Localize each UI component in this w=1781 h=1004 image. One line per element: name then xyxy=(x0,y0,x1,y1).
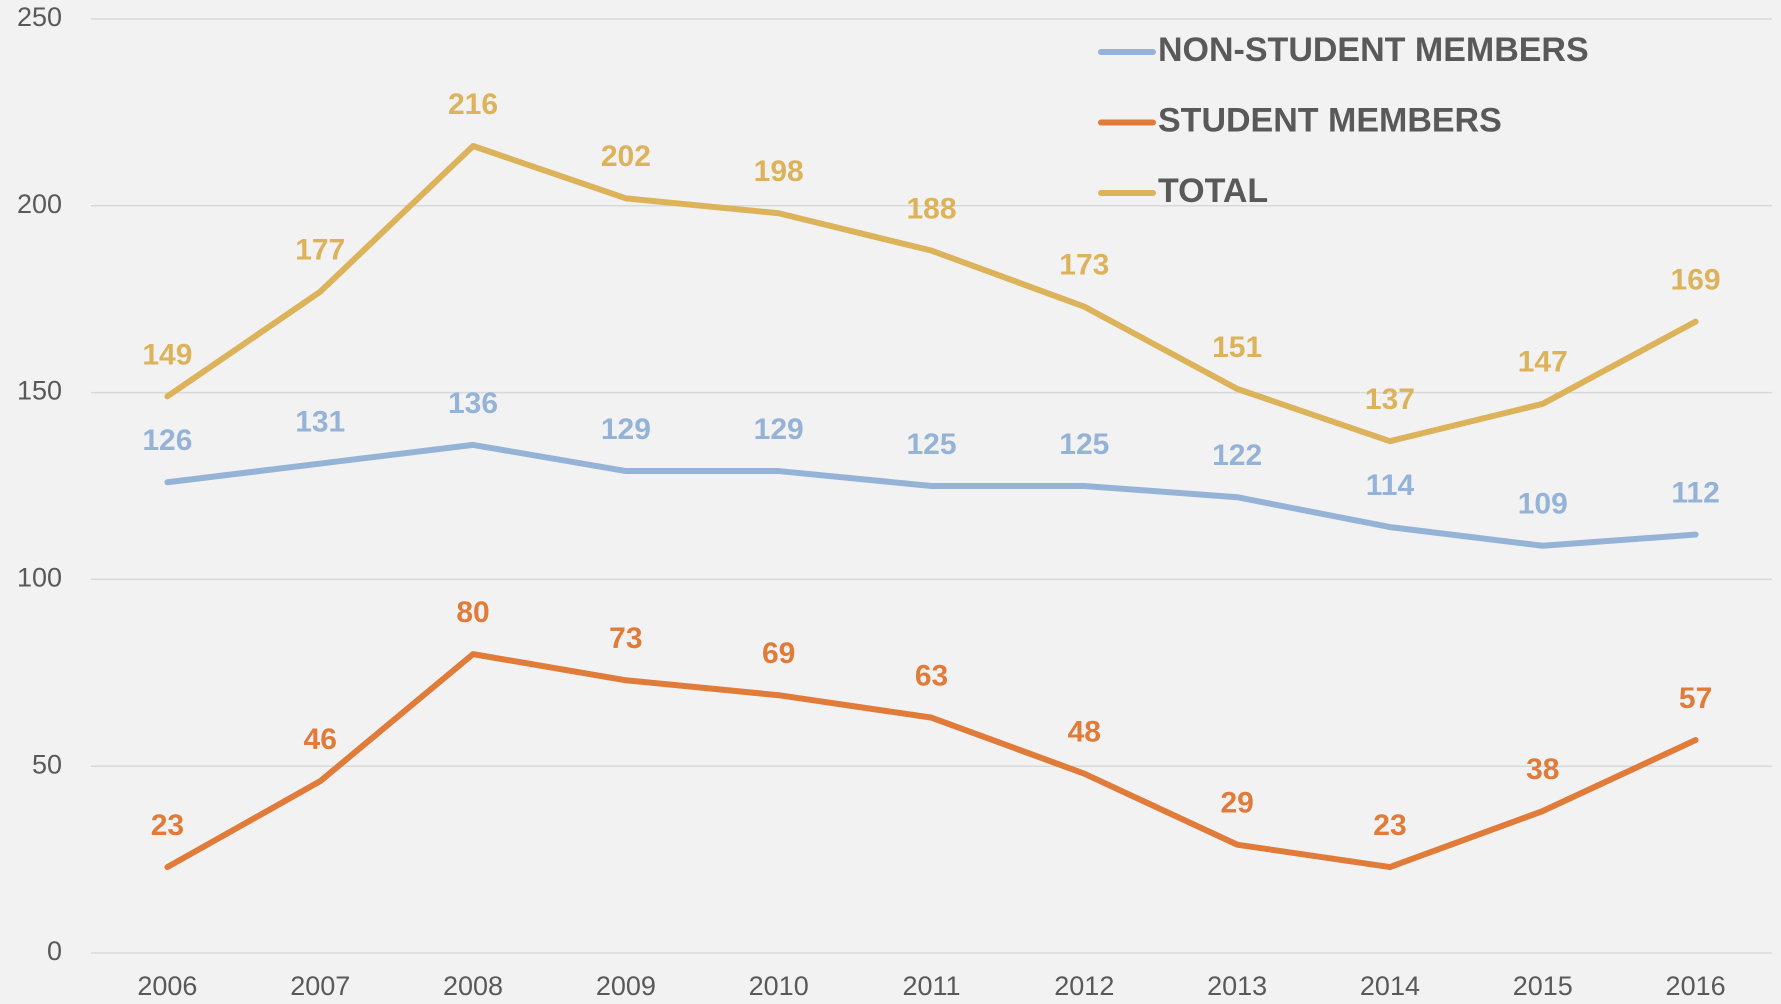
x-tick-label: 2012 xyxy=(1054,971,1114,1001)
data-label: 125 xyxy=(1059,428,1109,461)
series-line xyxy=(164,651,1699,871)
data-label: 48 xyxy=(1068,716,1101,749)
data-label: 126 xyxy=(142,424,192,457)
series-line xyxy=(164,143,1699,445)
data-label: 151 xyxy=(1212,331,1262,364)
data-label: 114 xyxy=(1366,469,1415,502)
y-tick-label: 200 xyxy=(17,189,62,219)
x-tick-label: 2008 xyxy=(443,971,503,1001)
data-label: 202 xyxy=(601,140,651,173)
series-line xyxy=(164,441,1699,549)
data-label: 136 xyxy=(448,387,498,420)
data-label: 137 xyxy=(1365,383,1415,416)
x-tick-label: 2010 xyxy=(749,971,809,1001)
legend-label: NON-STUDENT MEMBERS xyxy=(1158,31,1589,69)
data-label: 23 xyxy=(1373,809,1406,842)
y-tick-label: 50 xyxy=(32,749,62,779)
data-label: 147 xyxy=(1518,346,1568,379)
data-label: 177 xyxy=(295,234,345,267)
data-label: 29 xyxy=(1220,787,1253,820)
data-label: 122 xyxy=(1212,439,1262,472)
y-tick-label: 250 xyxy=(17,2,62,32)
x-tick-label: 2009 xyxy=(596,971,656,1001)
x-tick-label: 2011 xyxy=(902,971,960,1001)
data-label: 125 xyxy=(906,428,956,461)
data-label: 46 xyxy=(304,723,337,756)
data-label: 63 xyxy=(915,660,948,693)
data-label: 129 xyxy=(754,413,804,446)
data-label: 38 xyxy=(1526,753,1559,786)
y-tick-label: 100 xyxy=(17,563,62,593)
data-label: 69 xyxy=(762,637,795,670)
data-label: 216 xyxy=(448,88,498,121)
y-tick-label: 0 xyxy=(47,936,62,966)
data-label: 129 xyxy=(601,413,651,446)
data-label: 109 xyxy=(1518,488,1568,521)
data-label: 73 xyxy=(609,622,642,655)
data-label: 80 xyxy=(456,596,489,629)
x-tick-label: 2007 xyxy=(290,971,350,1001)
x-tick-label: 2006 xyxy=(137,971,197,1001)
x-tick-label: 2014 xyxy=(1360,971,1420,1001)
data-label: 57 xyxy=(1679,682,1712,715)
data-label: 198 xyxy=(754,155,804,188)
data-label: 23 xyxy=(151,809,184,842)
data-label: 149 xyxy=(142,338,192,371)
x-tick-label: 2015 xyxy=(1513,971,1573,1001)
data-label: 169 xyxy=(1671,264,1721,297)
legend-label: TOTAL xyxy=(1158,172,1268,210)
x-tick-label: 2013 xyxy=(1207,971,1267,1001)
x-tick-label: 2016 xyxy=(1666,971,1726,1001)
y-tick-label: 150 xyxy=(17,376,62,406)
data-label: 188 xyxy=(906,193,956,226)
data-label: 131 xyxy=(295,406,345,439)
data-label: 173 xyxy=(1059,249,1109,282)
data-label: 112 xyxy=(1671,476,1719,509)
legend-label: STUDENT MEMBERS xyxy=(1158,101,1502,139)
